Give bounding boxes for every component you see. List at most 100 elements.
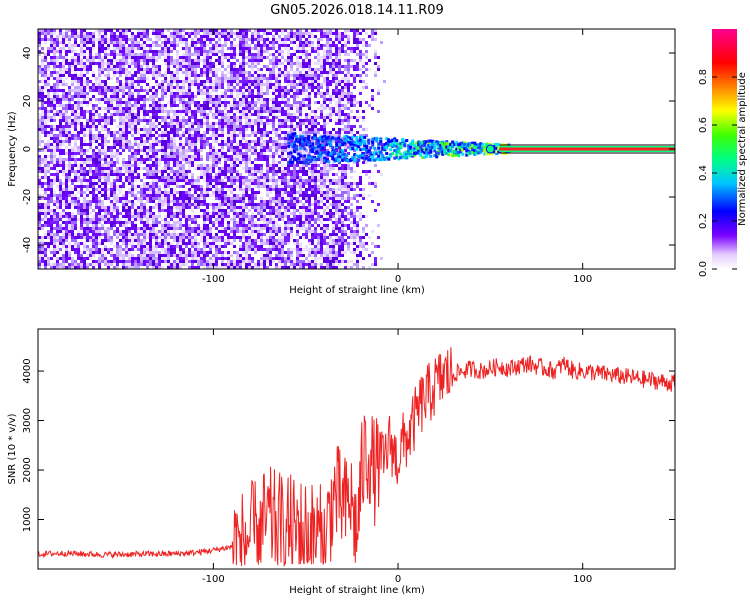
spectrogram-cell <box>230 242 233 245</box>
spectrogram-cell <box>110 131 113 134</box>
spectrogram-cell <box>230 260 233 263</box>
spectrogram-cell <box>248 260 251 263</box>
spectrogram-cell <box>158 242 161 245</box>
spectrogram-cell <box>233 221 236 224</box>
spectrogram-cell <box>164 251 167 254</box>
spectrogram-cell <box>44 254 47 257</box>
spectrogram-cell <box>71 263 74 266</box>
spectrogram-cell <box>44 233 47 236</box>
spectrogram-cell <box>170 254 173 257</box>
spectrogram-cell <box>122 53 125 56</box>
spectrogram-cell <box>236 89 239 92</box>
spectrogram-cell <box>221 56 224 59</box>
spectrogram-cell <box>107 173 110 176</box>
spectrogram-cell <box>212 152 215 155</box>
spectrogram-cell <box>104 230 107 233</box>
spectrogram-cell <box>179 143 182 146</box>
spectrogram-cell <box>107 260 110 263</box>
spectrogram-cell <box>221 266 224 269</box>
spectrogram-cell <box>227 179 230 182</box>
spectrogram-cell <box>233 251 236 254</box>
spectrogram-cell <box>65 197 68 200</box>
spectrogram-cell <box>170 86 173 89</box>
spectrogram-cell <box>41 110 44 113</box>
spectrogram-cell <box>158 251 161 254</box>
spectrogram-cell <box>170 104 173 107</box>
spectrogram-cell <box>245 227 248 230</box>
spectrogram-cell <box>236 236 239 239</box>
spectrogram-cell <box>92 86 95 89</box>
spectrogram-cell <box>47 263 50 266</box>
spectrogram-cell <box>131 224 134 227</box>
spectrogram-cell <box>182 236 185 239</box>
spectrogram-cell <box>233 71 236 74</box>
spectrogram-cell <box>191 194 194 197</box>
spectrogram-cell <box>50 125 53 128</box>
spectrogram-cell <box>83 209 86 212</box>
spectrogram-cell <box>143 41 146 44</box>
spectrogram-cell <box>38 266 41 269</box>
spectrogram-cell <box>44 59 47 62</box>
spectrogram-cell <box>239 101 242 104</box>
spectrogram-cell <box>194 224 197 227</box>
spectrogram-cell <box>50 185 53 188</box>
spectrogram-cell <box>140 227 143 230</box>
spectrogram-cell <box>242 98 245 101</box>
spectrogram-cell <box>113 155 116 158</box>
spectrogram-cell <box>197 260 200 263</box>
spectrogram-cell <box>224 194 227 197</box>
spectrogram-cell <box>170 158 173 161</box>
spectrogram-cell <box>182 83 185 86</box>
spectrogram-cell <box>56 35 59 38</box>
spectrogram-cell <box>194 251 197 254</box>
spectrogram-cell <box>260 224 263 227</box>
spectrogram-cell <box>209 218 212 221</box>
spectrogram-cell <box>41 158 44 161</box>
spectrogram-cell <box>149 89 152 92</box>
spectrogram-cell <box>239 254 242 257</box>
spectrogram-cell <box>116 173 119 176</box>
spectrogram-cell <box>158 38 161 41</box>
spectrogram-cell <box>230 218 233 221</box>
spectrogram-cell <box>74 176 77 179</box>
spectrogram-cell <box>203 218 206 221</box>
spectrogram-cell <box>161 179 164 182</box>
spectrogram-cell <box>245 263 248 266</box>
spectrogram-cell <box>59 182 62 185</box>
spectrogram-cell <box>254 134 257 137</box>
spectrogram-cell <box>128 47 131 50</box>
spectrogram-cell <box>56 71 59 74</box>
spectrogram-cell <box>164 134 167 137</box>
spectrogram-cell <box>80 44 83 47</box>
spectrogram-cell <box>125 140 128 143</box>
spectrogram-cell <box>83 125 86 128</box>
spectrogram-cell <box>215 53 218 56</box>
spectrogram-cell <box>233 227 236 230</box>
spectrogram-cell <box>131 83 134 86</box>
spectrogram-cell <box>218 158 221 161</box>
spectrogram-cell <box>185 257 188 260</box>
spectrogram-cell <box>275 95 278 98</box>
spectrogram-cell <box>212 224 215 227</box>
spectrogram-cell <box>179 224 182 227</box>
spectrogram-cell <box>101 80 104 83</box>
spectrogram-cell <box>74 35 77 38</box>
spectrogram-cell <box>89 263 92 266</box>
spectrogram-cell <box>116 200 119 203</box>
spectrogram-cell <box>77 62 80 65</box>
spectrogram-cell <box>176 65 179 68</box>
spectrogram-cell <box>41 71 44 74</box>
spectrogram-cell <box>89 131 92 134</box>
spectrogram-cell <box>128 77 131 80</box>
spectrogram-cell <box>47 50 50 53</box>
spectrogram-cell <box>176 197 179 200</box>
spectrogram-cell <box>191 65 194 68</box>
spectrogram-cell <box>44 242 47 245</box>
spectrogram-cell <box>218 134 221 137</box>
spectrogram-cell <box>242 188 245 191</box>
spectrogram-cell <box>221 92 224 95</box>
spectrogram-cell <box>197 245 200 248</box>
spectrogram-cell <box>269 107 272 110</box>
spectrogram-cell <box>233 47 236 50</box>
spectrogram-cell <box>77 245 80 248</box>
